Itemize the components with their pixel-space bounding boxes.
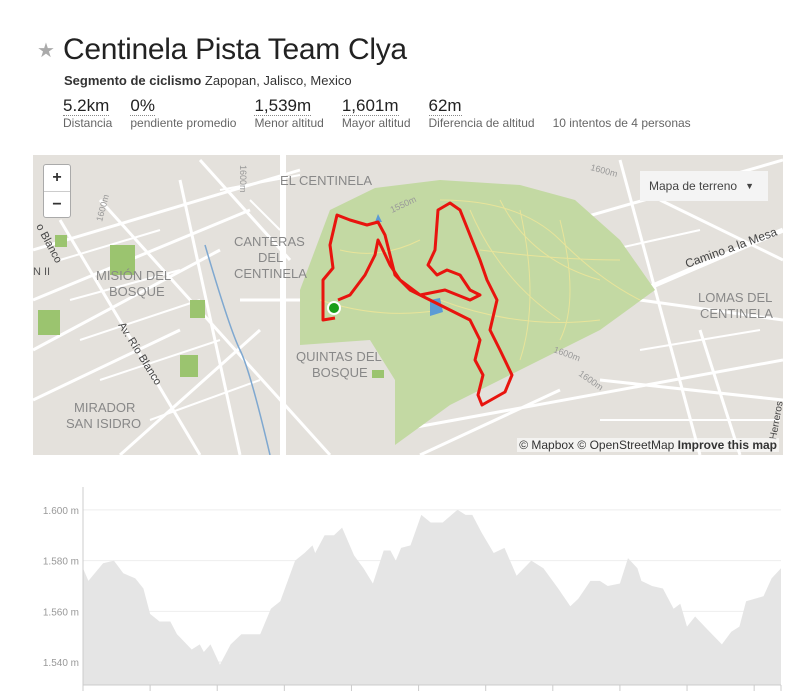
label-lomas: LOMAS DEL: [698, 290, 772, 305]
label-n-ii: N II: [33, 266, 50, 278]
elevation-area: [83, 509, 781, 685]
zoom-control: + −: [43, 164, 71, 218]
stats-row: 5.2km Distancia 0% pendiente promedio 1,53…: [63, 96, 691, 130]
stat-max-elevation: 1,601m Mayor altitud: [341, 96, 411, 130]
label-av-rio-blanco: Av. Río Blanco: [115, 320, 163, 387]
river: [204, 244, 271, 455]
trails: [319, 199, 641, 361]
contour-label: 1600m: [589, 162, 618, 179]
segment-location: Zapopan, Jalisco, Mexico: [204, 73, 352, 88]
label-quintas: BOSQUE: [312, 365, 368, 380]
label-quintas: QUINTAS DEL: [296, 349, 382, 364]
star-icon[interactable]: ★: [37, 40, 55, 62]
segment-type: Segmento de ciclismo: [64, 73, 202, 88]
segment-map[interactable]: EL CENTINELA CANTERAS DEL CENTINELA MISI…: [33, 155, 783, 455]
stat-min-elevation: 1,539m Menor altitud: [254, 96, 324, 130]
route-line: [321, 201, 514, 407]
elevation-chart[interactable]: 1.540 m 1.560 m 1.580 m 1.600 m: [0, 480, 800, 692]
y-tick-label: 1.580 m: [43, 557, 79, 568]
label-lomas: CENTINELA: [700, 306, 773, 321]
label-mision: MISIÓN DEL: [96, 268, 171, 283]
map-canvas[interactable]: EL CENTINELA CANTERAS DEL CENTINELA MISI…: [33, 155, 783, 455]
page-title: Centinela Pista Team Clya: [63, 33, 407, 66]
water: [375, 214, 443, 316]
map-type-select[interactable]: Mapa de terreno ▼: [640, 171, 768, 201]
caret-down-icon: ▼: [745, 181, 754, 191]
osm-link[interactable]: © OpenStreetMap: [577, 438, 675, 452]
label-canteras: CANTERAS: [234, 234, 305, 249]
segment-subtitle: Segmento de ciclismo Zapopan, Jalisco, M…: [64, 73, 352, 88]
improve-map-link[interactable]: Improve this map: [677, 438, 777, 452]
label-canteras: CENTINELA: [234, 266, 307, 281]
contour-label: 1600m: [238, 165, 248, 193]
map-roads: [33, 155, 783, 455]
label-mirador: MIRADOR: [74, 400, 135, 415]
label-herreros: Herreros: [768, 400, 783, 440]
green-spaces: [38, 235, 384, 378]
stat-grade: 0% pendiente promedio: [130, 96, 237, 130]
stat-elevation-difference: 62m Diferencia de altitud: [428, 96, 535, 130]
y-tick-label: 1.600 m: [43, 506, 79, 517]
label-canteras: DEL: [258, 250, 283, 265]
mapbox-link[interactable]: © Mapbox: [519, 438, 575, 452]
label-mirador: SAN ISIDRO: [66, 416, 141, 431]
zoom-out-button[interactable]: −: [52, 196, 62, 213]
y-tick-label: 1.540 m: [43, 658, 79, 669]
label-mision: BOSQUE: [109, 284, 165, 299]
map-attribution: © Mapbox © OpenStreetMap Improve this ma…: [517, 438, 779, 452]
stat-distance: 5.2km Distancia: [63, 96, 113, 130]
contour-label: 1600m: [552, 344, 581, 363]
zoom-in-button[interactable]: +: [44, 165, 70, 192]
attempts-count: 10 intentos de 4 personas: [552, 116, 691, 130]
label-el-centinela: EL CENTINELA: [280, 173, 372, 188]
y-tick-label: 1.560 m: [43, 607, 79, 618]
contour-label: 1600m: [577, 368, 605, 392]
start-marker[interactable]: [327, 301, 341, 315]
